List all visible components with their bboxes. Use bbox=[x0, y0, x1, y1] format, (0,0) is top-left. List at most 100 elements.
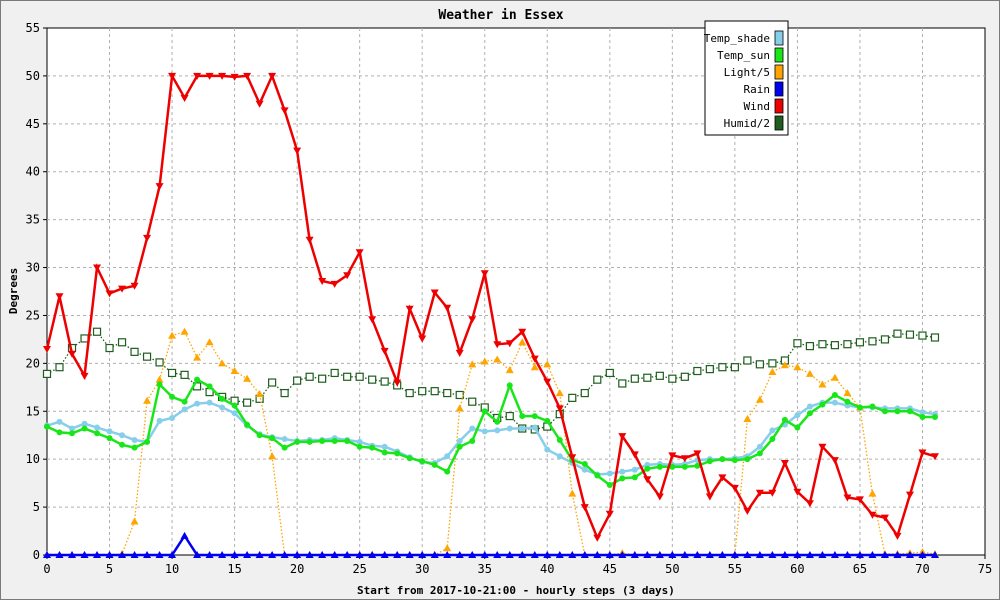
y-tick-label: 20 bbox=[26, 356, 40, 370]
temp-sun-point bbox=[931, 414, 938, 421]
light-5-point bbox=[443, 544, 452, 552]
temp-shade-point bbox=[756, 443, 763, 450]
humid-2-point bbox=[318, 374, 327, 383]
rain-point bbox=[318, 551, 327, 558]
temp-shade-point bbox=[81, 420, 88, 427]
humid-2-point bbox=[905, 330, 915, 339]
wind-point bbox=[755, 489, 764, 497]
humid-2-point bbox=[80, 334, 89, 343]
temp-sun-point bbox=[719, 456, 726, 463]
rain-point bbox=[218, 551, 227, 558]
temp-sun-point bbox=[731, 457, 738, 464]
temp-sun-point bbox=[506, 382, 513, 389]
temp-shade-point bbox=[181, 406, 188, 413]
wind-point bbox=[480, 270, 489, 278]
rain-point bbox=[618, 551, 627, 558]
wind-point bbox=[930, 453, 939, 461]
rain-point bbox=[593, 551, 602, 558]
temp-shade-point bbox=[519, 425, 526, 432]
temp-sun-point bbox=[231, 402, 238, 409]
wind-point bbox=[143, 234, 152, 242]
wind-point bbox=[343, 272, 352, 280]
humid-2-point bbox=[793, 339, 802, 348]
temp-sun-point bbox=[869, 403, 876, 410]
wind-point bbox=[580, 504, 589, 512]
wind-point bbox=[93, 264, 102, 272]
x-axis-label: Start from 2017-10-21:00 - hourly steps … bbox=[357, 584, 675, 597]
wind-point bbox=[630, 451, 639, 459]
humid-2-point bbox=[180, 370, 189, 379]
light-5-point bbox=[243, 374, 252, 382]
humid-2-point bbox=[643, 373, 652, 382]
wind-point bbox=[80, 372, 89, 380]
rain-point bbox=[505, 551, 514, 558]
temp-shade-point bbox=[806, 403, 813, 410]
rain-point bbox=[493, 551, 502, 558]
temp-shade-point bbox=[619, 468, 626, 475]
humid-2-point bbox=[743, 356, 752, 365]
light-5-line bbox=[47, 330, 936, 556]
x-tick-label: 65 bbox=[853, 562, 867, 576]
rain-point bbox=[193, 551, 202, 558]
light-5-point bbox=[743, 414, 752, 422]
temp-shade-point bbox=[194, 400, 201, 407]
temp-sun-point bbox=[906, 408, 913, 415]
rain-point bbox=[243, 551, 252, 558]
temp-sun-point bbox=[331, 437, 338, 444]
light-5-point bbox=[180, 327, 189, 335]
temp-shade-point bbox=[156, 417, 163, 424]
legend-label-temp-sun: Temp_sun bbox=[717, 49, 770, 62]
humid-2-point bbox=[593, 375, 602, 384]
y-tick-label: 15 bbox=[26, 404, 40, 418]
y-tick-label: 45 bbox=[26, 117, 40, 131]
rain-point bbox=[268, 551, 277, 558]
rain-point bbox=[730, 551, 739, 558]
humid-2-point bbox=[355, 372, 364, 381]
rain-point bbox=[418, 551, 427, 558]
light-5-point bbox=[168, 331, 177, 339]
rain-point bbox=[280, 551, 289, 558]
wind-point bbox=[868, 511, 877, 519]
temp-shade-point bbox=[919, 409, 926, 416]
wind-point bbox=[218, 72, 227, 80]
temp-sun-point bbox=[456, 443, 463, 450]
rain-point bbox=[805, 551, 814, 558]
wind-point bbox=[193, 72, 202, 80]
humid-2-point bbox=[293, 376, 302, 385]
humid-2-point bbox=[618, 379, 627, 388]
temp-sun-point bbox=[219, 395, 226, 402]
rain-point bbox=[668, 551, 677, 558]
wind-point bbox=[130, 282, 139, 290]
wind-point bbox=[55, 293, 64, 301]
temp-sun-point bbox=[494, 418, 501, 425]
light-5-point bbox=[230, 367, 239, 375]
light-5-point bbox=[505, 366, 514, 374]
rain-point bbox=[255, 551, 264, 558]
rain-point bbox=[343, 551, 352, 558]
x-tick-label: 45 bbox=[603, 562, 617, 576]
temp-shade-point bbox=[469, 425, 476, 432]
rain-point bbox=[580, 551, 589, 558]
y-tick-label: 0 bbox=[33, 548, 40, 562]
temp-sun-point bbox=[769, 436, 776, 443]
temp-sun-point bbox=[469, 437, 476, 444]
x-tick-label: 10 bbox=[165, 562, 179, 576]
y-tick-label: 10 bbox=[26, 452, 40, 466]
rain-point bbox=[118, 551, 127, 558]
temp-shade-point bbox=[494, 427, 501, 434]
wind-point bbox=[880, 514, 889, 522]
humid-2-point bbox=[730, 363, 739, 372]
wind-point bbox=[230, 73, 239, 81]
temp-shade-point bbox=[231, 410, 238, 417]
legend: Temp_shade Temp_sun Light/5 Rain Wind Humid/2 bbox=[704, 20, 789, 136]
rain-point bbox=[168, 551, 177, 558]
rain-point bbox=[43, 551, 51, 558]
rain-point bbox=[143, 551, 152, 558]
wind-point bbox=[730, 484, 739, 492]
rain-point bbox=[818, 551, 827, 558]
humid-2-point bbox=[443, 388, 452, 398]
legend-label-rain: Rain bbox=[744, 83, 771, 96]
temp-shade-point bbox=[169, 414, 176, 421]
rain-point bbox=[780, 551, 789, 558]
light-5-point bbox=[130, 517, 139, 525]
